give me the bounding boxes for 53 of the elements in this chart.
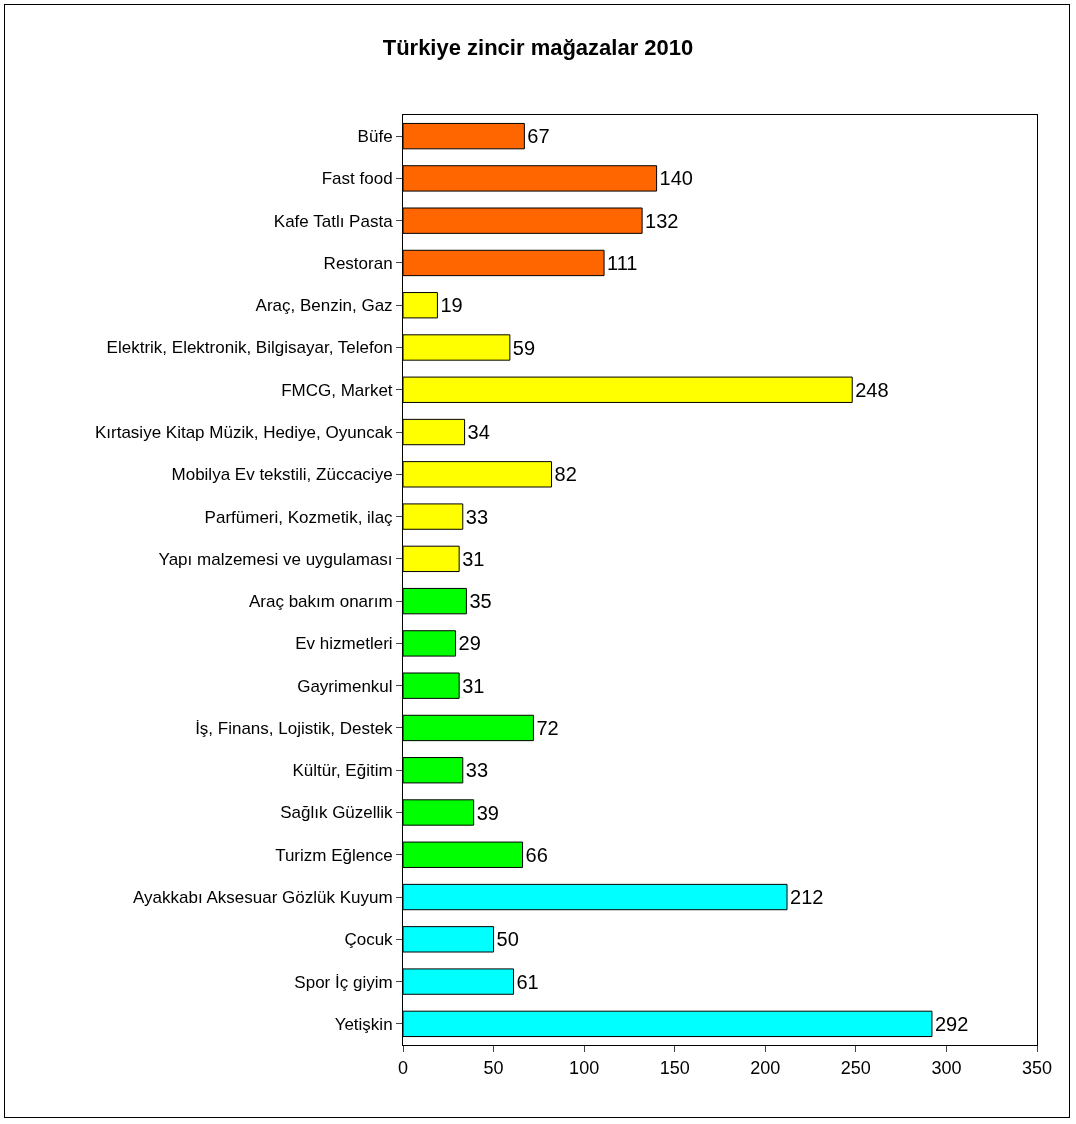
y-tick-label: Sağlık Güzellik xyxy=(280,803,394,823)
y-tick-label: Büfe xyxy=(357,127,393,147)
data-label: 39 xyxy=(476,801,499,824)
chart-title: Türkiye zincir mağazalar 2010 xyxy=(382,34,694,60)
data-label: 140 xyxy=(659,167,693,190)
y-tick-label: Ev hizmetleri xyxy=(295,634,393,654)
data-label: 132 xyxy=(645,209,679,232)
data-label: 212 xyxy=(790,886,824,909)
data-label: 67 xyxy=(527,125,550,148)
y-tick-label: Araç, Benzin, Gaz xyxy=(255,296,393,316)
x-tick-label: 0 xyxy=(397,1057,409,1078)
y-tick-label: Spor İç giyim xyxy=(294,972,393,992)
x-tick-label: 150 xyxy=(659,1057,690,1078)
y-tick-label: Gayrimenkul xyxy=(297,676,393,696)
x-tick-label: 250 xyxy=(840,1057,871,1078)
x-tick-label: 50 xyxy=(483,1057,504,1078)
data-label: 33 xyxy=(465,505,489,528)
y-tick-label: Restoran xyxy=(323,253,393,273)
x-tick-label: 350 xyxy=(1021,1057,1053,1078)
data-label: 61 xyxy=(516,970,539,993)
data-label: 248 xyxy=(855,378,889,401)
data-label: 82 xyxy=(554,463,577,486)
y-tick-label: Çocuk xyxy=(344,930,394,950)
x-tick-label: 100 xyxy=(569,1057,600,1078)
data-label: 292 xyxy=(934,1012,969,1035)
y-tick-label: İş, Finans, Lojistik, Destek xyxy=(195,718,394,738)
y-tick-label: Fast food xyxy=(321,169,393,189)
data-label: 19 xyxy=(440,294,463,317)
y-tick-label: Kırtasiye Kitap Müzik, Hediye, Oyuncak xyxy=(94,423,394,442)
data-label: 72 xyxy=(536,716,559,739)
y-tick-label: Ayakkabı Aksesuar Gözlük Kuyum xyxy=(133,888,393,907)
data-label: 33 xyxy=(465,759,489,782)
y-tick-label: Elektrik, Elektronik, Bilgisayar, Telefon xyxy=(106,338,393,358)
y-tick-label: FMCG, Market xyxy=(281,380,393,400)
data-label: 50 xyxy=(496,928,519,951)
data-label: 111 xyxy=(607,251,638,274)
y-tick-label: Parfümeri, Kozmetik, ilaç xyxy=(204,507,394,527)
y-tick-label: Kafe Tatlı Pasta xyxy=(273,211,394,231)
data-label: 66 xyxy=(525,843,548,866)
y-tick-label: Yapı malzemesi ve uygulaması xyxy=(158,549,393,569)
data-label: 31 xyxy=(462,674,485,697)
data-label: 34 xyxy=(467,421,490,444)
y-tick-label: Kültür, Eğitim xyxy=(292,761,393,781)
y-tick-label: Yetişkin xyxy=(334,1014,393,1034)
y-tick-label: Mobilya Ev tekstili, Züccaciye xyxy=(171,465,393,485)
data-label: 35 xyxy=(469,590,492,613)
y-tick-label: Turizm Eğlence xyxy=(275,845,393,865)
y-tick-label: Araç bakım onarım xyxy=(248,592,393,612)
data-label: 29 xyxy=(458,632,481,655)
data-label: 31 xyxy=(462,547,485,570)
x-tick-label: 200 xyxy=(750,1057,781,1078)
data-label: 59 xyxy=(512,336,536,359)
x-tick-label: 300 xyxy=(931,1057,962,1078)
